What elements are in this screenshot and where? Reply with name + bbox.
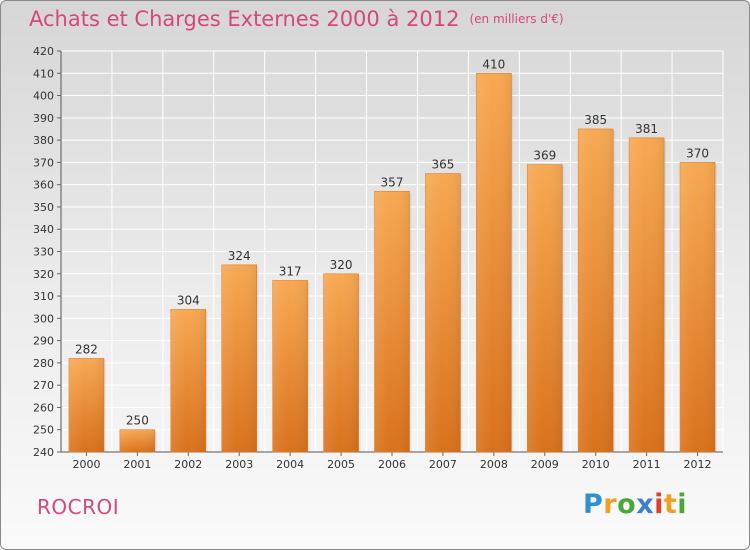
bar-highlight (119, 429, 155, 452)
bar-highlight (170, 309, 206, 452)
data-labels: 282 250 304 324 317 320 357 365 410 369 385 381 370 (75, 57, 709, 427)
bar-highlight (629, 137, 665, 452)
bar-highlight (221, 264, 257, 452)
x-tick-label: 2009 (531, 458, 559, 471)
x-tick-label: 2012 (684, 458, 712, 471)
data-label: 369 (533, 149, 556, 163)
y-tick-label: 300 (33, 312, 54, 325)
chart-title-text: Achats et Charges Externes 2000 à 2012 (29, 7, 460, 31)
y-tick-label: 380 (33, 134, 54, 147)
y-tick-label: 410 (33, 67, 54, 80)
y-tick-label: 240 (33, 446, 54, 459)
town-name: ROCROI (37, 495, 120, 519)
proxiti-logo: Proxiti (583, 489, 688, 520)
data-label: 324 (228, 249, 251, 263)
bar-highlight (425, 173, 461, 452)
data-label: 357 (381, 175, 404, 189)
bar-highlight (323, 273, 359, 452)
y-tick-label: 310 (33, 290, 54, 303)
y-tick-label: 280 (33, 357, 54, 370)
y-tick-label: 250 (33, 424, 54, 437)
y-tick-label: 290 (33, 335, 54, 348)
data-label: 317 (279, 264, 302, 278)
y-tick-label: 340 (33, 223, 54, 236)
data-label: 282 (75, 342, 98, 356)
data-label: 250 (126, 414, 149, 428)
x-tick-label: 2004 (276, 458, 304, 471)
x-tick-label: 2002 (174, 458, 202, 471)
axes: 240 250 260 270 280 290 300 310 320 330 340 350 360 3… (33, 45, 723, 471)
bar-highlight (527, 164, 563, 452)
bar-highlight (476, 73, 512, 453)
bar-highlight (374, 191, 410, 452)
data-label: 365 (431, 158, 454, 172)
y-tick-label: 420 (33, 45, 54, 58)
chart-title: Achats et Charges Externes 2000 à 2012 (e… (29, 7, 564, 31)
bar-highlight (680, 162, 716, 452)
y-tick-label: 330 (33, 246, 54, 259)
y-tick-label: 360 (33, 179, 54, 192)
x-tick-label: 2006 (378, 458, 406, 471)
bar-highlight (578, 128, 614, 452)
data-label: 370 (686, 146, 709, 160)
x-tick-label: 2001 (123, 458, 151, 471)
data-label: 381 (635, 122, 658, 136)
x-tick-label: 2011 (633, 458, 661, 471)
bars (68, 72, 718, 453)
y-tick-label: 270 (33, 379, 54, 392)
bar-highlight (68, 358, 104, 452)
y-tick-label: 260 (33, 401, 54, 414)
x-tick-label: 2005 (327, 458, 355, 471)
bar-highlight (272, 280, 308, 452)
y-tick-label: 400 (33, 90, 54, 103)
data-label: 385 (584, 113, 607, 127)
data-label: 410 (482, 57, 505, 71)
data-label: 304 (177, 293, 200, 307)
y-tick-label: 390 (33, 112, 54, 125)
y-tick-label: 350 (33, 201, 54, 214)
y-tick-label: 320 (33, 268, 54, 281)
x-tick-label: 2003 (225, 458, 253, 471)
x-tick-label: 2000 (72, 458, 100, 471)
y-tick-label: 370 (33, 156, 54, 169)
x-tick-label: 2008 (480, 458, 508, 471)
x-tick-label: 2010 (582, 458, 610, 471)
chart-subtitle: (en milliers d'€) (469, 12, 564, 26)
x-tick-label: 2007 (429, 458, 457, 471)
data-label: 320 (330, 258, 353, 272)
